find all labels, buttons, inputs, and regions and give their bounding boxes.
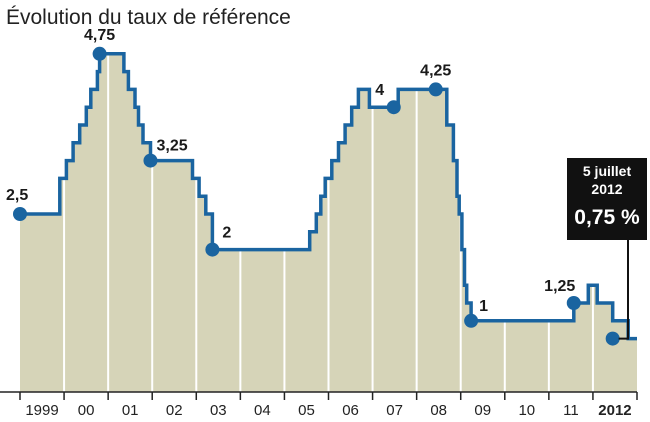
data-point-marker — [386, 100, 401, 115]
callout-date-line2: 2012 — [591, 181, 622, 197]
data-label: 4,75 — [84, 27, 115, 44]
chart-title: Évolution du taux de référence — [6, 6, 291, 29]
year-dividers — [63, 36, 594, 392]
data-point-marker — [143, 153, 158, 168]
x-tick-label: 01 — [122, 402, 139, 419]
callout-leader — [618, 240, 629, 340]
data-point-marker — [566, 296, 581, 310]
x-tick-label: 06 — [342, 402, 359, 419]
data-label: 2 — [222, 225, 231, 242]
data-point-marker — [464, 313, 479, 328]
data-point-marker — [92, 46, 107, 61]
annotation-callout: 5 juillet 2012 0,75 % — [567, 158, 647, 340]
data-point-marker — [428, 82, 443, 97]
data-label: 4,25 — [420, 62, 451, 79]
marker-layer: 2,5 4,75 3,25 2 4 4,25 1 1,25 — [6, 27, 620, 346]
data-label: 4 — [375, 82, 384, 99]
x-tick-label: 09 — [474, 402, 491, 419]
data-point-marker — [13, 207, 27, 221]
x-tick-label: 1999 — [25, 402, 58, 419]
data-point-marker — [205, 242, 220, 257]
callout-date-line1: 5 juillet — [583, 163, 632, 179]
data-label: 1 — [479, 298, 488, 315]
x-tick-label: 03 — [210, 402, 227, 419]
data-label: 3,25 — [156, 138, 187, 155]
x-tick-label: 2012 — [598, 402, 631, 419]
data-label: 2,5 — [6, 187, 28, 204]
rate-line — [20, 52, 637, 341]
x-tick-label: 05 — [298, 402, 315, 419]
x-axis: 1999 00 01 02 03 04 05 06 07 08 09 10 11 2012 — [0, 391, 638, 419]
data-label: 1,25 — [544, 278, 575, 295]
x-tick-label: 00 — [78, 402, 95, 419]
x-tick-label: 02 — [166, 402, 183, 419]
callout-box — [567, 158, 647, 240]
x-tick-label: 10 — [518, 402, 535, 419]
line-layer — [20, 52, 637, 341]
x-tick-label: 08 — [430, 402, 447, 419]
x-tick-label: 07 — [386, 402, 403, 419]
callout-value: 0,75 % — [574, 206, 640, 229]
data-point-marker — [605, 331, 620, 346]
x-tick-label: 11 — [563, 402, 579, 419]
x-tick-label: 04 — [254, 402, 271, 419]
